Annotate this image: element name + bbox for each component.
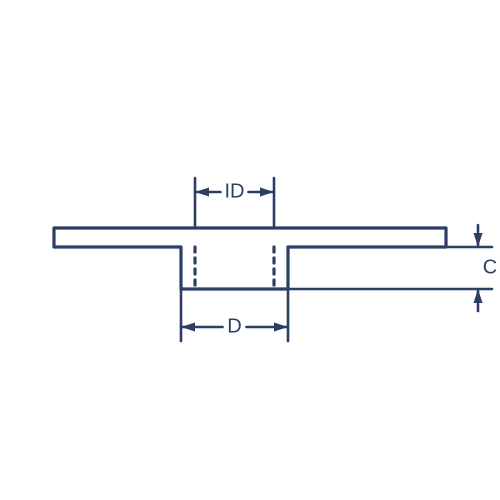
id-label: ID	[225, 180, 245, 202]
dim-arrow	[474, 289, 483, 303]
dim-arrow	[260, 188, 274, 197]
c-label: C	[483, 256, 497, 278]
d-label: D	[227, 315, 241, 337]
dim-arrow	[195, 188, 209, 197]
dim-arrow	[474, 233, 483, 247]
dim-arrow	[274, 323, 288, 332]
part-outline	[54, 228, 446, 289]
technical-drawing: ID D C	[0, 0, 500, 500]
dim-arrow	[181, 323, 195, 332]
